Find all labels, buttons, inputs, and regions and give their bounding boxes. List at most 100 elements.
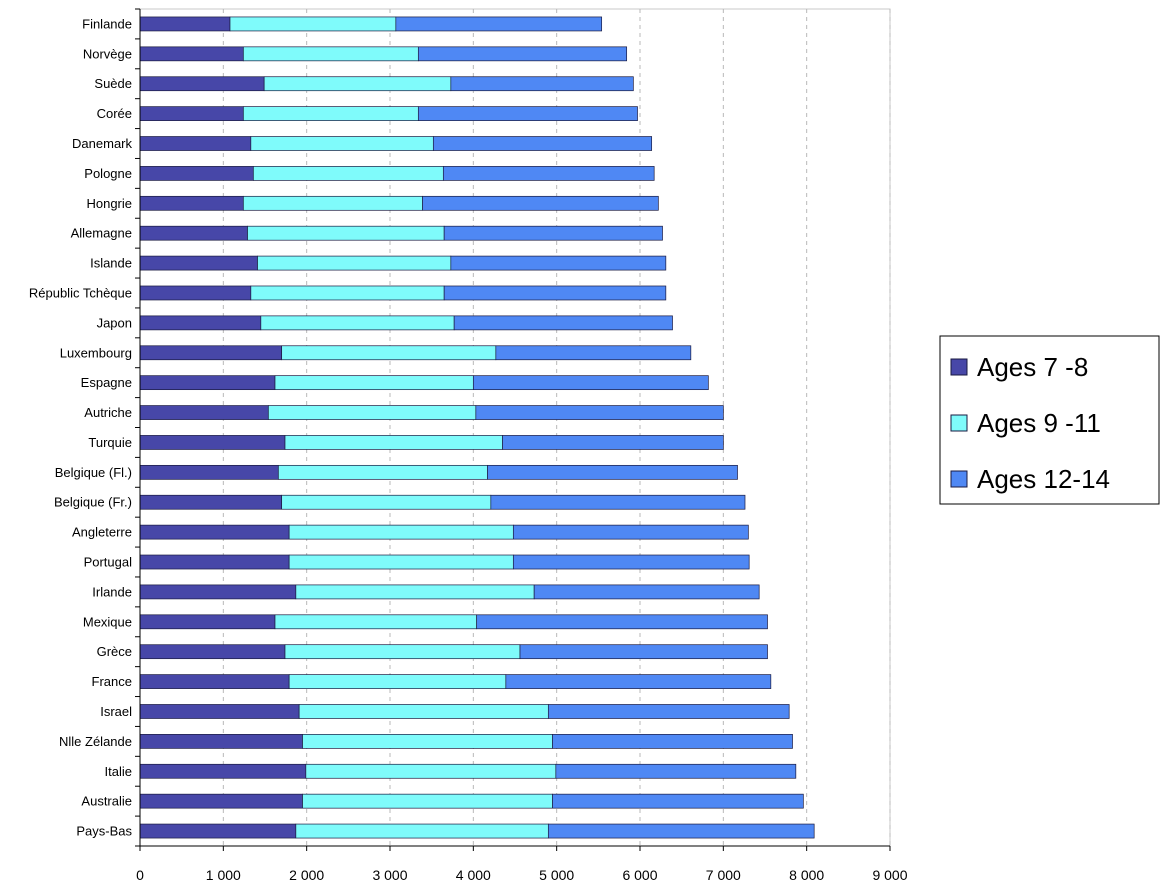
legend-entry[interactable]: Ages 12-14	[977, 464, 1110, 494]
bar-segment	[247, 225, 445, 241]
category-label: Japon	[97, 315, 132, 330]
bar-segment	[284, 644, 521, 660]
category-label: Républic Tchèque	[29, 285, 132, 300]
bar-segment	[139, 16, 231, 32]
category-label: Danemark	[72, 136, 132, 151]
bar-segment	[139, 76, 265, 92]
bar-segment	[284, 435, 503, 450]
bar-segment	[242, 195, 423, 211]
bar-segment	[547, 704, 790, 719]
category-label: Hongrie	[86, 196, 132, 211]
bar-segment	[139, 255, 258, 271]
bar-segment	[552, 734, 793, 749]
category-label: Allemagne	[71, 226, 132, 241]
bar-segment	[288, 554, 514, 570]
x-tick-label: 4 000	[456, 867, 491, 882]
bar-segment	[139, 225, 248, 241]
legend-box	[939, 335, 1160, 505]
category-label: Portugal	[84, 555, 133, 570]
category-label: Suède	[94, 76, 132, 91]
category-label: Israel	[100, 704, 132, 719]
bars	[139, 16, 815, 839]
bar-segment	[422, 195, 659, 211]
bar-segment	[512, 524, 749, 540]
bar-segment	[139, 464, 279, 480]
category-label: Finlande	[82, 16, 132, 31]
category-label: Pays-Bas	[76, 824, 132, 839]
category-label: Grèce	[97, 644, 132, 659]
category-label: Espagne	[81, 375, 132, 390]
bar-segment	[250, 285, 445, 301]
bar-segment	[281, 345, 497, 361]
legend-swatch	[950, 470, 968, 488]
bar-segment	[139, 494, 283, 510]
category-label: Islande	[90, 256, 132, 271]
bar-segment	[277, 464, 488, 480]
bar-segment	[552, 793, 804, 809]
bar-segment	[139, 823, 297, 839]
category-label: France	[92, 674, 132, 689]
bar-segment	[295, 823, 549, 839]
bar-segment	[139, 793, 303, 809]
legend-swatch	[950, 358, 968, 376]
bar-segment	[288, 524, 514, 540]
bar-segment	[242, 106, 419, 121]
bar-segment	[302, 734, 553, 749]
bar-segment	[443, 225, 663, 241]
bar-segment	[139, 614, 276, 630]
category-label: Belgique (Fr.)	[54, 495, 132, 510]
bar-segment	[502, 435, 724, 450]
category-label: Mexique	[83, 614, 132, 629]
bar-segment	[274, 614, 478, 630]
bar-segment	[139, 345, 283, 361]
bar-segment	[555, 763, 797, 779]
bar-segment	[305, 763, 557, 779]
legend-entry[interactable]: Ages 9 -11	[977, 408, 1101, 438]
bar-segment	[139, 46, 244, 62]
bar-segment	[139, 136, 252, 151]
bar-segment	[487, 464, 738, 480]
category-labels: Finlande Norvège Suède Corée Danemark Pologne…	[29, 16, 133, 838]
bar-segment	[260, 315, 455, 331]
bar-segment	[533, 584, 760, 600]
bar-segment	[139, 584, 297, 600]
x-tick-label: 6 000	[622, 867, 657, 882]
bar-segment	[442, 166, 655, 181]
grid-lines	[139, 8, 891, 847]
bar-segment	[450, 255, 667, 271]
legend[interactable]: Ages 7 -8 Ages 9 -11 Ages 12-14	[939, 335, 1160, 505]
legend-entry[interactable]: Ages 7 -8	[977, 352, 1088, 382]
bar-segment	[288, 674, 507, 689]
bar-segment	[263, 76, 452, 92]
category-label: Nlle Zélande	[59, 734, 132, 749]
bar-segment	[302, 793, 553, 809]
x-tick-labels: 0 1 000 2 000 3 000 4 000 5 000 6 000 7 000 8 00…	[136, 867, 908, 882]
bar-segment	[295, 584, 535, 600]
bar-segment	[250, 136, 434, 151]
bar-segment	[417, 106, 638, 121]
category-label: Norvège	[83, 46, 132, 61]
bar-segment	[252, 166, 444, 181]
bar-segment	[139, 195, 244, 211]
bar-segment	[490, 494, 746, 510]
x-tick-label: 7 000	[706, 867, 741, 882]
category-label: Turquie	[88, 435, 132, 450]
bar-segment	[139, 375, 276, 391]
bar-segment	[395, 16, 603, 32]
bar-segment	[298, 704, 549, 719]
category-label: Australie	[81, 794, 132, 809]
axes	[135, 8, 891, 851]
bar-segment	[519, 644, 768, 660]
bar-segment	[139, 285, 252, 301]
x-tick-label: 5 000	[539, 867, 574, 882]
bar-segment	[475, 405, 724, 420]
x-tick-label: 9 000	[872, 867, 907, 882]
x-tick-label: 2 000	[289, 867, 324, 882]
bar-segment	[139, 644, 286, 660]
bar-segment	[229, 16, 397, 32]
category-label: Italie	[105, 764, 132, 779]
bar-segment	[505, 674, 772, 689]
category-label: Pologne	[84, 166, 132, 181]
bar-segment	[139, 166, 254, 181]
